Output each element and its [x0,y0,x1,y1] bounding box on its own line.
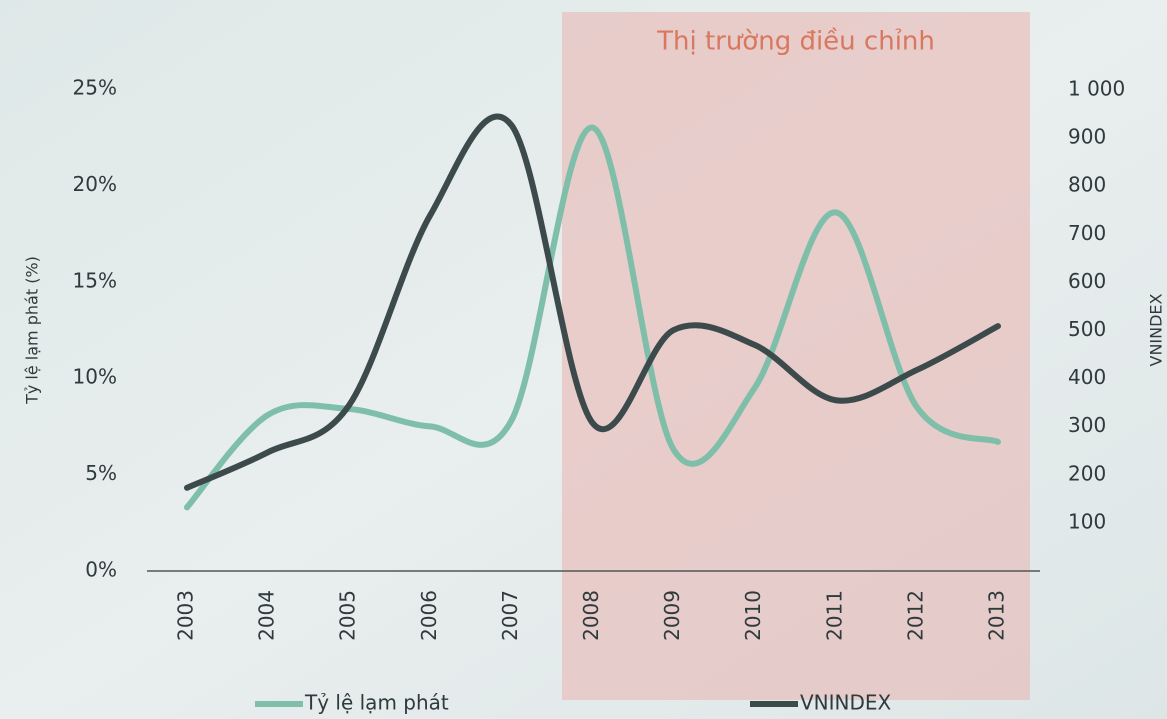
y2-tick-label: 800 [1068,173,1106,197]
chart: Thị trường điều chỉnh Tỷ lệ lạm phát (%)… [0,0,1167,719]
x-tick-label: 2003 [174,590,198,641]
y2-tick-label: 700 [1068,221,1106,245]
y-tick-label: 10% [73,365,117,389]
x-tick-label: 2004 [255,590,279,641]
y2-tick-label: 200 [1068,461,1106,485]
annotation: Thị trường điều chỉnh [656,27,935,57]
legend-label: VNINDEX [800,691,892,715]
y-tick-label: 5% [85,461,117,485]
x-tick-label: 2010 [741,590,765,641]
x-tick-label: 2013 [985,590,1009,641]
y-tick-label: 15% [73,268,117,292]
y-tick-label: 25% [73,76,117,100]
y2-tick-label: 500 [1068,317,1106,341]
y-tick-label: 20% [73,172,117,196]
x-tick-label: 2009 [660,590,684,641]
x-tick-label: 2006 [417,590,441,641]
y2-tick-label: 900 [1068,125,1106,149]
x-tick-label: 2005 [336,590,360,641]
y2-tick-label: 300 [1068,413,1106,437]
x-tick-label: 2008 [579,590,603,641]
x-tick-label: 2007 [498,590,522,641]
y2-tick-label: 1 000 [1068,77,1125,101]
y-tick-label: 0% [85,558,117,582]
x-tick-label: 2012 [903,590,927,641]
y2-tick-label: 400 [1068,365,1106,389]
highlight-region [562,12,1030,700]
y2-axis-title: VNINDEX [1147,293,1166,366]
y2-tick-label: 600 [1068,269,1106,293]
y2-tick-label: 100 [1068,509,1106,533]
y-axis-title: Tỷ lệ lạm phát (%) [23,256,42,405]
x-tick-label: 2011 [822,590,846,641]
legend-label: Tỷ lệ lạm phát [304,691,449,715]
